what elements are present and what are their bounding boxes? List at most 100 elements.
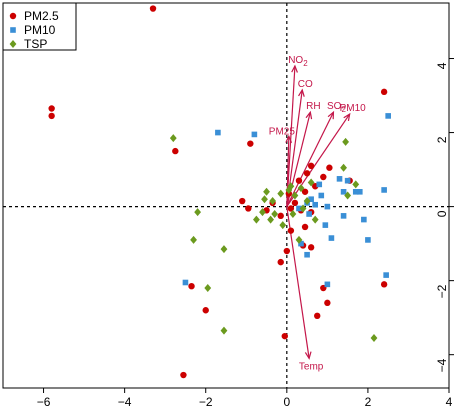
pm25-point: [307, 162, 315, 170]
pm10-point: [365, 237, 371, 243]
pm25-point: [277, 212, 284, 220]
arrowhead-no2: [291, 64, 298, 73]
tsp-point: [340, 163, 347, 172]
tsp-point: [263, 187, 270, 196]
tsp-point: [344, 191, 352, 200]
arrowhead-so2: [327, 110, 335, 120]
tsp-point: [289, 210, 297, 219]
arrow-label-so2: SO2: [327, 101, 346, 114]
pm10-point: [306, 211, 312, 217]
pm25-point: [314, 312, 321, 320]
tsp-point: [259, 208, 266, 217]
arrowhead-co: [298, 88, 305, 97]
pm10-point: [383, 272, 389, 278]
pm10-point: [344, 177, 351, 184]
pm25-point: [295, 177, 303, 184]
tsp-point: [277, 189, 285, 198]
tsp-point: [267, 215, 274, 224]
legend-marker-pm25: [9, 12, 17, 20]
pm25-point: [149, 5, 157, 12]
arrow-so2: [286, 111, 334, 207]
tsp-point: [370, 334, 378, 343]
pm25-point: [277, 258, 284, 266]
arrow-label-no2: NO2: [288, 55, 308, 68]
legend-label-pm25: PM2.5: [24, 9, 59, 23]
tsp-point: [169, 134, 177, 143]
arrowhead-temp: [304, 351, 312, 360]
pm10-point: [361, 216, 367, 223]
pm25-point: [301, 223, 309, 231]
pm10-point: [298, 240, 304, 247]
x-tick-label: −2: [199, 395, 213, 409]
pm10-point: [304, 251, 310, 258]
pm10-point: [340, 213, 347, 219]
x-tick-label: −6: [37, 395, 51, 409]
tsp-point: [297, 184, 305, 193]
arrow-label-pm25: PM25: [269, 126, 296, 137]
pm25-point: [172, 147, 179, 155]
y-tick-label: 4: [435, 62, 449, 69]
tsp-point: [291, 191, 299, 200]
tsp-point: [352, 180, 360, 189]
tsp-point: [307, 178, 315, 187]
tsp-point: [295, 235, 303, 244]
arrow-no2: [286, 65, 296, 207]
pm25-point: [303, 170, 311, 177]
tsp-point: [220, 245, 228, 254]
pm25-point: [180, 371, 187, 379]
pm10-point: [324, 203, 331, 210]
tsp-point: [285, 185, 293, 194]
x-tick-label: 2: [365, 395, 372, 409]
arrow-label-temp: Temp: [299, 361, 324, 372]
tsp-point: [303, 197, 311, 206]
y-tick-label: 0: [435, 210, 449, 217]
tsp-point: [279, 221, 287, 230]
arrow-label-co: CO: [298, 79, 313, 90]
legend-label-tsp: TSP: [24, 37, 47, 51]
tsp-point: [299, 204, 307, 213]
pm10-point: [308, 196, 314, 203]
arrow-label-pm10: PM10: [340, 103, 367, 114]
x-tick-label: 4: [446, 395, 453, 409]
pm25-point: [307, 244, 315, 251]
pm25-point: [245, 205, 252, 212]
pm25-point: [48, 105, 55, 112]
x-tick-label: 0: [283, 395, 290, 409]
y-tick-label: −4: [435, 358, 449, 372]
pm25-point: [48, 112, 55, 120]
pm25-point: [326, 164, 333, 171]
pm10-point: [318, 192, 325, 199]
pm10-point: [324, 281, 331, 288]
arrowhead-rh: [305, 110, 313, 120]
pm10-point: [316, 181, 323, 188]
legend-box: [2, 2, 77, 51]
pm25-point: [301, 188, 309, 195]
tsp-point: [190, 235, 197, 244]
tsp-point: [342, 137, 350, 146]
pm25-point: [380, 281, 388, 288]
tsp-point: [204, 284, 212, 293]
tsp-point: [261, 195, 268, 204]
arrowhead-pm10: [343, 112, 351, 122]
pm25-point: [287, 227, 295, 234]
pm10-point: [352, 188, 359, 195]
y-tick-label: −2: [435, 284, 449, 298]
arrow-pm10: [286, 113, 351, 207]
tsp-point: [194, 208, 202, 217]
pm10-point: [357, 188, 363, 195]
data-points: [48, 5, 391, 379]
pm10-point: [251, 131, 258, 138]
pm10-point: [322, 222, 329, 228]
pm25-point: [281, 332, 288, 340]
axis-ticks: −6 −4 −2 0 2 4 −4 −2 0 2 4: [37, 58, 454, 409]
arrow-label-rh: RH: [306, 101, 320, 112]
tsp-point: [269, 197, 277, 206]
pm10-point: [215, 129, 221, 136]
legend-marker-pm10: [10, 27, 16, 33]
pm25-point: [188, 282, 195, 290]
y-tick-label: 2: [435, 136, 449, 143]
pm10-point: [385, 113, 391, 119]
pm10-point: [340, 188, 347, 195]
